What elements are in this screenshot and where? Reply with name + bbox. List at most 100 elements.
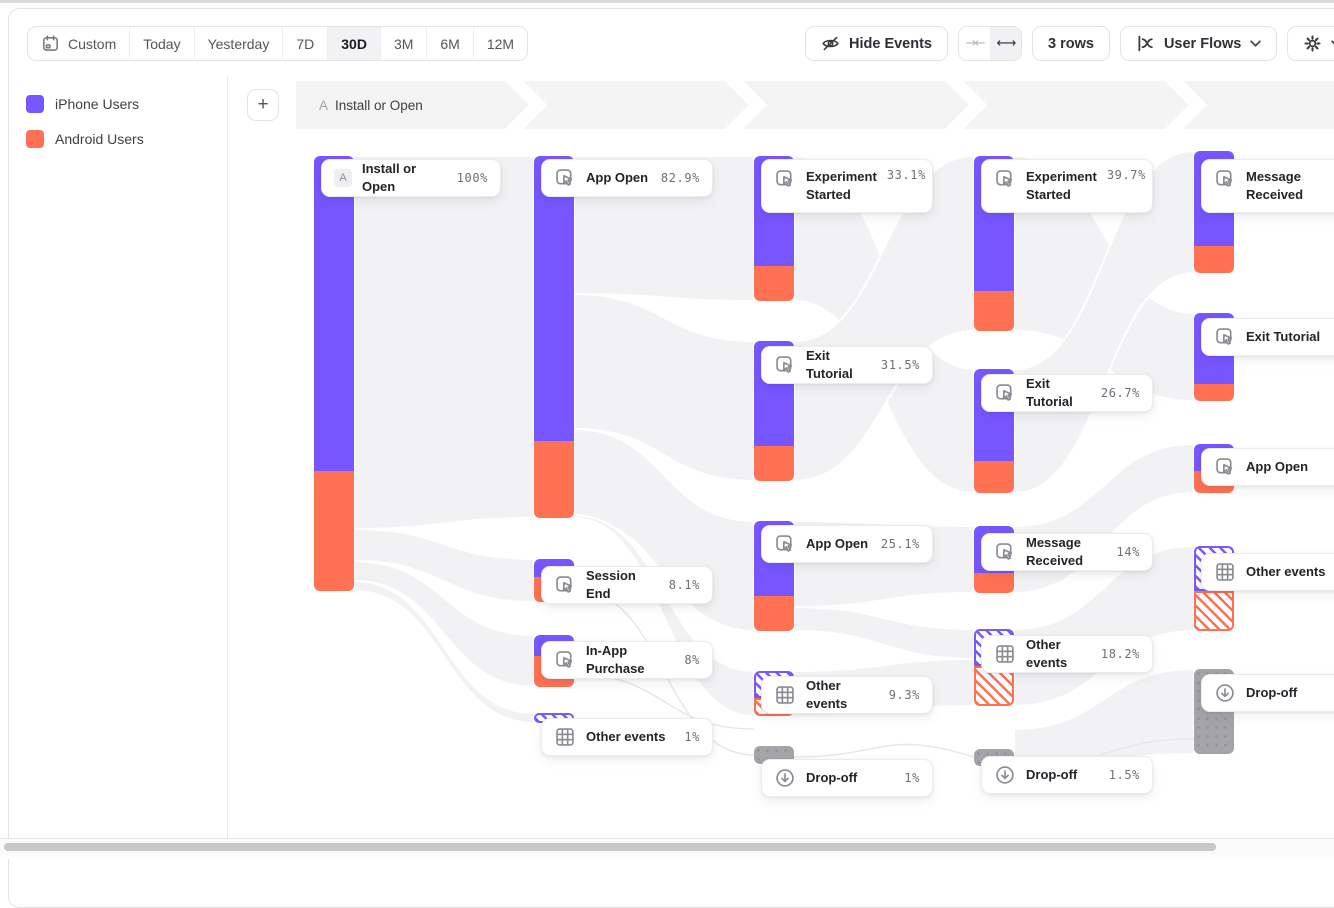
drop-off-icon [1214,682,1236,704]
other-events-grid-icon [1214,561,1236,583]
flow-node-card-app-open[interactable]: App Open 25.1% [761,525,933,563]
legend-swatch [26,130,44,148]
flow-node-card-other-events[interactable]: Other events 9.3% [761,676,933,714]
other-events-grid-icon [774,684,796,706]
expand-columns-button[interactable]: ←→ [990,27,1021,60]
drop-off-icon [774,767,796,789]
rows-button[interactable]: 3 rows [1032,26,1110,61]
legend-item[interactable]: Android Users [26,130,144,148]
flow-node-card-exit-tutorial[interactable]: Exit Tutorial 31.5% [761,346,933,384]
flow-node-card-drop-off[interactable]: Drop-off 1.5% [981,756,1153,794]
flow-bar-segment[interactable] [534,441,574,518]
flow-node-card-message-received[interactable]: Message Received 14% [981,533,1153,571]
date-range-option-yesterday[interactable]: Yesterday [193,27,283,60]
flow-node-card-in-app-purchase[interactable]: In-App Purchase 8% [541,641,713,679]
settings-button[interactable] [1287,26,1334,61]
node-percent: 33.1% [886,168,926,182]
legend-item[interactable]: iPhone Users [26,95,144,113]
add-step-button[interactable]: + [247,89,279,121]
event-pointer-icon [774,533,796,555]
chart-type-button[interactable]: User Flows [1119,26,1278,61]
step-event-name: Install or Open [335,97,423,113]
window-top-edge [0,0,1334,3]
node-label: Session End [586,568,636,601]
chevron-down-icon [1250,40,1262,47]
node-percent: 25.1% [880,537,920,551]
date-range-option-today[interactable]: Today [129,27,193,60]
date-range-option-12m[interactable]: 12M [472,27,527,60]
flow-node-card-exit-tutorial[interactable]: Exit Tutorial 26.7% [981,374,1153,412]
date-range-option-30d[interactable]: 30D [327,27,380,60]
flow-node-card-app-open[interactable]: App Open [1201,448,1334,486]
date-range-label: Today [143,35,181,52]
date-range-option-6m[interactable]: 6M [426,27,472,60]
flow-bar-segment[interactable] [974,461,1014,493]
calendar-icon [41,34,60,53]
date-range-option-3m[interactable]: 3M [379,27,426,60]
node-percent: 18.2% [1100,647,1140,661]
flow-node-card-other-events[interactable]: Other events 18.2% [981,635,1153,673]
event-pointer-icon [994,382,1016,404]
date-range-label: Yesterday [207,35,270,52]
flow-bar-segment[interactable] [1194,246,1234,273]
node-label: In-App Purchase [586,643,645,676]
event-pointer-icon [774,168,796,190]
node-label: Exit Tutorial [806,348,853,381]
event-pointer-icon [774,354,796,376]
flow-bar-segment[interactable] [1194,591,1234,631]
hide-events-label: Hide Events [849,35,932,52]
flow-node-card-experiment-started[interactable]: Experiment Started 33.1% [761,159,933,213]
event-pointer-icon [554,649,576,671]
node-label: Experiment Started [1026,169,1097,202]
other-events-grid-icon [554,726,576,748]
step-header-band[interactable]: A Install or Open [296,81,1334,129]
node-label: Exit Tutorial [1246,329,1321,345]
flow-bar-segment[interactable] [974,573,1014,593]
date-range-control: Custom Today Yesterday 7D 30D 3M 6M 12M [27,26,529,61]
date-range-label: 30D [341,35,367,52]
flow-bar-segment[interactable] [534,156,574,441]
node-percent: 8.1% [668,578,700,592]
scrollbar-thumb[interactable] [4,843,1216,851]
node-percent: 39.7% [1106,168,1146,182]
node-label: App Open [806,536,869,552]
flow-node-card-session-end[interactable]: Session End 8.1% [541,566,713,604]
event-pointer-icon [994,541,1016,563]
bottom-margin [0,855,1334,859]
hide-events-button[interactable]: Hide Events [805,26,948,61]
toolbar: Custom Today Yesterday 7D 30D 3M 6M 12M Hide Ev… [9,9,1334,75]
date-range-option-7d[interactable]: 7D [282,27,327,60]
date-range-option-custom[interactable]: Custom [28,27,129,60]
collapse-expand-control: →← ←→ [958,26,1022,61]
flow-bar-segment[interactable] [754,596,794,631]
toolbar-right-group: Hide Events →← ←→ 3 rows User Flows [805,26,1334,61]
flow-node-card-install-or-open[interactable]: A Install or Open 100% [321,159,501,197]
node-percent: 1% [684,730,700,744]
flow-bar-segment[interactable] [974,291,1014,331]
flow-node-card-exit-tutorial[interactable]: Exit Tutorial [1201,318,1334,356]
node-percent: 9.3% [888,688,920,702]
flow-bar-segment[interactable] [754,266,794,301]
horizontal-scrollbar[interactable] [0,838,1334,855]
flow-bar-segment[interactable] [314,156,354,471]
rows-label: 3 rows [1048,35,1094,52]
flow-bar-segment[interactable] [754,446,794,481]
flow-node-card-other-events[interactable]: Other events [1201,553,1334,591]
flow-bar-segment[interactable] [314,471,354,591]
node-label: Exit Tutorial [1026,376,1073,409]
node-label: App Open [1246,459,1309,475]
flow-node-card-drop-off[interactable]: Drop-off 1% [761,759,933,797]
node-percent: 1.5% [1108,768,1140,782]
flow-node-card-app-open[interactable]: App Open 82.9% [541,159,713,197]
flow-node-card-experiment-started[interactable]: Experiment Started 39.7% [981,159,1153,213]
flow-node-card-message-received[interactable]: Message Received [1201,159,1334,213]
event-pointer-icon [1214,168,1236,190]
user-flows-icon [1136,34,1155,53]
drop-off-icon [994,764,1016,786]
flow-bar-segment[interactable] [1194,384,1234,401]
collapse-columns-button[interactable]: →← [959,27,990,60]
event-pointer-icon [994,168,1016,190]
flow-node-card-other-events[interactable]: Other events 1% [541,718,713,756]
node-label: App Open [586,170,649,186]
flow-node-card-drop-off[interactable]: Drop-off [1201,674,1334,712]
